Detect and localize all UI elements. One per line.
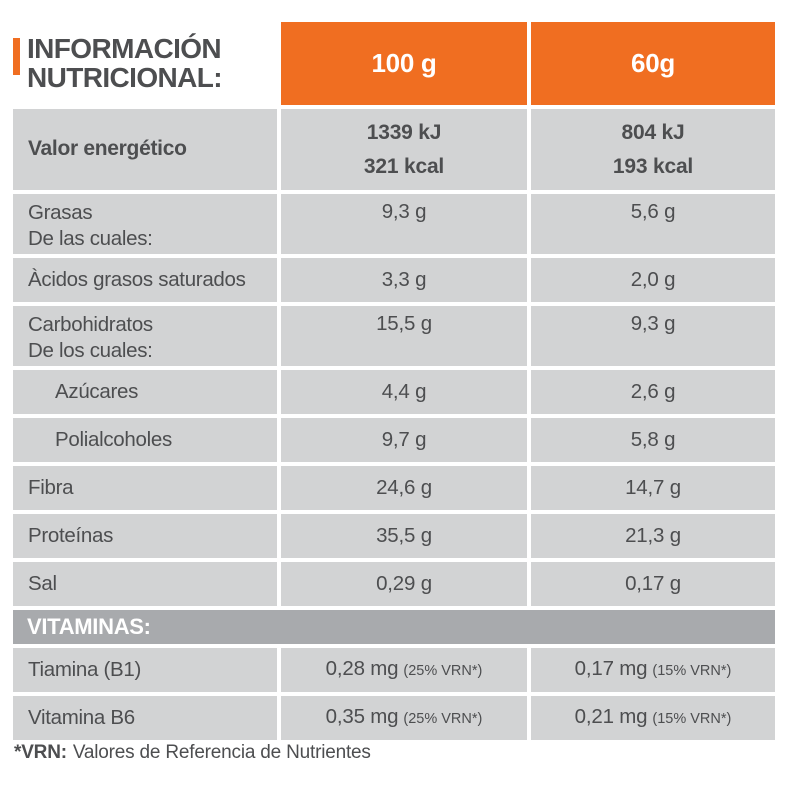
vitamin-value-100g: 0,28 mg xyxy=(325,657,399,680)
vitamin-note-100g: (25% VRN*) xyxy=(403,711,483,727)
footnote-prefix: *VRN: xyxy=(14,742,67,763)
row-label-2: De los cuales: xyxy=(28,338,153,362)
energy-kcal-60g: 193 kcal xyxy=(612,154,694,178)
vitamin-value-cell-100g: 0,35 mg (25% VRN*) xyxy=(281,696,527,740)
row-label: Azúcares xyxy=(55,380,139,404)
vitamin-value-cell-60g: 0,17 mg (15% VRN*) xyxy=(531,648,775,692)
orange-tick-icon xyxy=(13,38,20,75)
row-label: Proteínas xyxy=(28,524,114,548)
nutrient-row: Polialcoholes 9,7 g 5,8 g xyxy=(13,418,775,462)
row-value-60g: 0,17 g xyxy=(531,562,775,606)
vitamin-note-60g: (15% VRN*) xyxy=(652,663,732,679)
nutrient-row: Grasas De las cuales: 9,3 g 5,6 g xyxy=(13,194,775,254)
page-title-line2: NUTRICIONAL: xyxy=(27,61,223,93)
energy-value-100g: 1339 kJ 321 kcal xyxy=(281,109,527,190)
vitamin-row: Vitamina B6 0,35 mg (25% VRN*) 0,21 mg (15… xyxy=(13,696,775,740)
vitamin-value-100g: 0,35 mg xyxy=(325,705,399,728)
vitamin-value-60g: 0,17 mg xyxy=(574,657,648,680)
row-label: Grasas xyxy=(28,201,93,224)
row-label: Carbohidratos xyxy=(28,313,153,336)
row-value-60g: 14,7 g xyxy=(531,466,775,510)
energy-kcal-100g: 321 kcal xyxy=(363,154,445,178)
nutrient-row: Azúcares 4,4 g 2,6 g xyxy=(13,370,775,414)
vitamin-rows: Tiamina (B1) 0,28 mg (25% VRN*) 0,17 mg (1… xyxy=(13,648,775,740)
table-header-row: INFORMACIÓN NUTRICIONAL: 100 g 60g xyxy=(13,22,775,105)
row-label: Polialcoholes xyxy=(55,428,172,452)
row-label-cell: Grasas De las cuales: xyxy=(13,194,277,254)
row-label: Àcidos grasos saturados xyxy=(28,268,246,292)
row-label: Sal xyxy=(28,572,57,596)
nutrition-table: INFORMACIÓN NUTRICIONAL: 100 g 60g Valor… xyxy=(13,22,775,744)
page-title-line1: INFORMACIÓN xyxy=(27,33,222,64)
row-value-100g: 3,3 g xyxy=(281,258,527,302)
row-label-cell: Proteínas xyxy=(13,514,277,558)
row-label-cell: Sal xyxy=(13,562,277,606)
row-value-60g: 5,8 g xyxy=(531,418,775,462)
row-label-cell: Carbohidratos De los cuales: xyxy=(13,306,277,366)
vitamin-value-60g: 0,21 mg xyxy=(574,705,648,728)
column-header-100g: 100 g xyxy=(281,22,527,105)
row-label: Fibra xyxy=(28,476,74,500)
row-value-100g: 15,5 g xyxy=(281,306,527,366)
row-label-cell: Àcidos grasos saturados xyxy=(13,258,277,302)
vitamin-label: Vitamina B6 xyxy=(28,706,135,730)
energy-label: Valor energético xyxy=(13,109,277,190)
row-label-cell: Polialcoholes xyxy=(13,418,277,462)
row-value-60g: 5,6 g xyxy=(531,194,775,254)
page-title: INFORMACIÓN NUTRICIONAL: xyxy=(27,33,223,93)
energy-kj-100g: 1339 kJ xyxy=(366,120,442,144)
vitamin-row: Tiamina (B1) 0,28 mg (25% VRN*) 0,17 mg (1… xyxy=(13,648,775,692)
nutrient-rows: Grasas De las cuales: 9,3 g 5,6 g Àcidos… xyxy=(13,194,775,606)
row-value-100g: 35,5 g xyxy=(281,514,527,558)
column-header-60g: 60g xyxy=(531,22,775,105)
energy-kj-60g: 804 kJ xyxy=(621,120,685,144)
title-block: INFORMACIÓN NUTRICIONAL: xyxy=(13,22,277,105)
nutrient-row: Carbohidratos De los cuales: 15,5 g 9,3 … xyxy=(13,306,775,366)
footnote-text: Valores de Referencia de Nutrientes xyxy=(72,742,371,763)
row-label-cell: Azúcares xyxy=(13,370,277,414)
nutrient-row: Sal 0,29 g 0,17 g xyxy=(13,562,775,606)
vitamin-note-100g: (25% VRN*) xyxy=(403,663,483,679)
row-value-100g: 9,7 g xyxy=(281,418,527,462)
energy-value-60g: 804 kJ 193 kcal xyxy=(531,109,775,190)
row-value-100g: 4,4 g xyxy=(281,370,527,414)
vitamin-label-cell: Vitamina B6 xyxy=(13,696,277,740)
row-label-cell: Fibra xyxy=(13,466,277,510)
nutrient-row: Proteínas 35,5 g 21,3 g xyxy=(13,514,775,558)
nutrient-row: Fibra 24,6 g 14,7 g xyxy=(13,466,775,510)
vitamin-value-cell-100g: 0,28 mg (25% VRN*) xyxy=(281,648,527,692)
vitamins-section-header: VITAMINAS: xyxy=(13,610,775,644)
energy-row: Valor energético 1339 kJ 321 kcal 804 kJ… xyxy=(13,109,775,190)
vitamin-label: Tiamina (B1) xyxy=(28,658,141,682)
row-value-60g: 9,3 g xyxy=(531,306,775,366)
vitamin-value-cell-60g: 0,21 mg (15% VRN*) xyxy=(531,696,775,740)
vitamin-label-cell: Tiamina (B1) xyxy=(13,648,277,692)
row-value-100g: 0,29 g xyxy=(281,562,527,606)
vitamin-note-60g: (15% VRN*) xyxy=(652,711,732,727)
row-value-100g: 24,6 g xyxy=(281,466,527,510)
row-value-60g: 2,6 g xyxy=(531,370,775,414)
row-value-100g: 9,3 g xyxy=(281,194,527,254)
footnote: *VRN: Valores de Referencia de Nutrientes xyxy=(14,742,371,764)
row-value-60g: 2,0 g xyxy=(531,258,775,302)
nutrient-row: Àcidos grasos saturados 3,3 g 2,0 g xyxy=(13,258,775,302)
row-value-60g: 21,3 g xyxy=(531,514,775,558)
row-label-2: De las cuales: xyxy=(28,226,153,250)
